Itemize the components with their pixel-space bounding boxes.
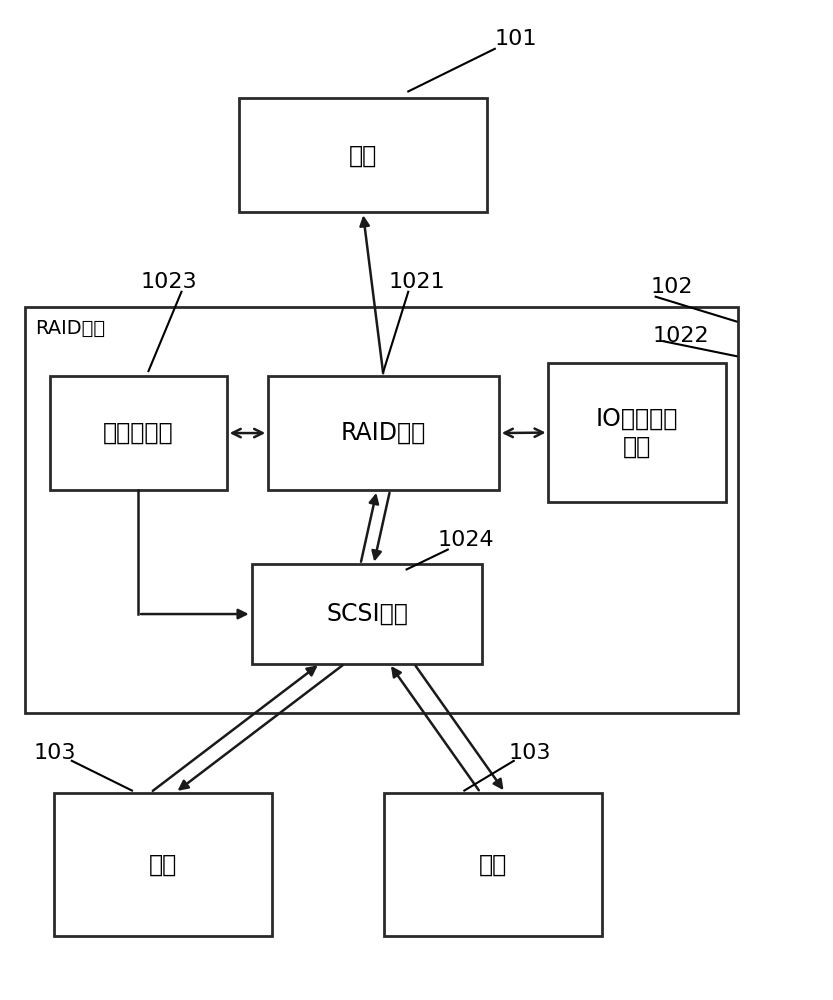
Bar xyxy=(49,376,227,490)
Text: 103: 103 xyxy=(509,743,551,763)
Text: 主机: 主机 xyxy=(349,143,377,167)
Text: 103: 103 xyxy=(34,743,77,763)
Text: 1022: 1022 xyxy=(652,326,709,346)
Text: RAID模块: RAID模块 xyxy=(341,421,426,445)
Text: 1024: 1024 xyxy=(437,530,494,550)
Bar xyxy=(239,98,486,212)
Bar xyxy=(53,793,272,936)
Bar xyxy=(548,363,726,502)
Bar xyxy=(252,564,482,664)
Text: 101: 101 xyxy=(494,29,536,49)
Text: SCSI模块: SCSI模块 xyxy=(326,602,408,626)
Text: 1023: 1023 xyxy=(141,272,197,292)
Text: RAID系统: RAID系统 xyxy=(35,319,105,338)
Bar xyxy=(383,793,602,936)
Text: 降级读模块: 降级读模块 xyxy=(102,421,173,445)
Text: 102: 102 xyxy=(651,277,693,297)
Text: 硬盘: 硬盘 xyxy=(479,852,507,876)
Text: IO超时检测
模块: IO超时检测 模块 xyxy=(596,407,678,458)
Text: 1021: 1021 xyxy=(388,272,445,292)
Bar xyxy=(268,376,499,490)
Bar xyxy=(25,307,738,713)
Text: 硬盘: 硬盘 xyxy=(149,852,177,876)
